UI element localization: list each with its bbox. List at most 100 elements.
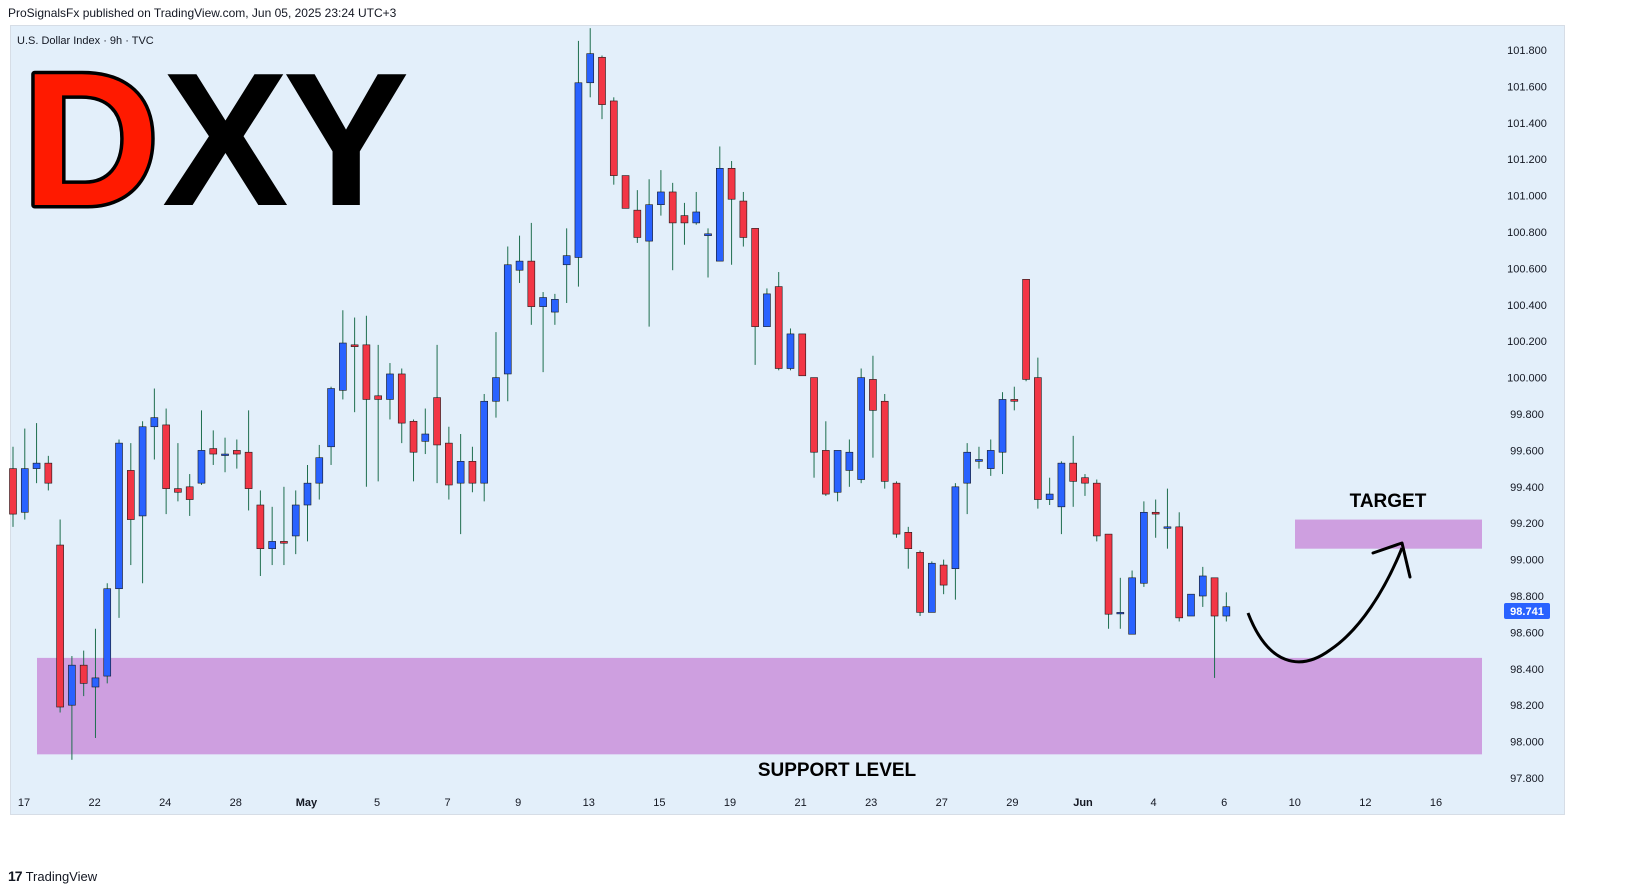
x-tick-label: 21 — [794, 797, 806, 809]
candle — [539, 292, 547, 373]
candle — [562, 228, 571, 303]
projection-arrow-head — [1371, 541, 1412, 579]
support-zone — [37, 657, 1482, 755]
candle — [1151, 499, 1160, 538]
candle — [833, 450, 842, 502]
candle — [727, 161, 736, 265]
y-tick-label: 98.600 — [1510, 627, 1544, 639]
candle — [1022, 279, 1030, 382]
candle — [291, 490, 300, 555]
x-tick-label: 12 — [1359, 797, 1371, 809]
y-tick-label: 100.200 — [1507, 336, 1547, 348]
candle — [798, 333, 807, 377]
candle — [916, 550, 924, 617]
y-tick-label: 100.600 — [1507, 263, 1547, 275]
candle — [774, 272, 783, 371]
publisher-line: ProSignalsFx published on TradingView.co… — [8, 6, 397, 20]
candle — [268, 506, 276, 566]
candle — [56, 519, 64, 713]
candle — [44, 455, 53, 491]
x-tick-label: 17 — [18, 797, 30, 809]
candle — [857, 368, 865, 484]
candle — [303, 464, 312, 542]
candle — [91, 628, 100, 738]
candle — [527, 222, 536, 325]
candle — [1128, 570, 1136, 635]
y-tick-label: 100.400 — [1507, 300, 1547, 312]
candle — [928, 561, 936, 613]
candle — [939, 559, 948, 595]
y-tick-label: 99.800 — [1510, 409, 1544, 421]
candle — [998, 392, 1007, 475]
candle — [1222, 592, 1231, 622]
target-label: TARGET — [1350, 491, 1427, 512]
y-tick-label: 99.400 — [1510, 482, 1544, 494]
candle — [1057, 461, 1066, 535]
y-tick-label: 101.600 — [1507, 81, 1547, 93]
candle — [704, 228, 712, 278]
candle — [492, 332, 500, 418]
candle — [645, 179, 653, 327]
candle — [1187, 593, 1195, 617]
candle — [1010, 386, 1019, 411]
candle — [32, 423, 41, 484]
candle — [715, 146, 724, 262]
candle — [315, 444, 324, 500]
logo-letter-d: D — [22, 34, 159, 246]
candle — [421, 408, 430, 455]
candle — [880, 393, 889, 489]
y-tick-label: 98.400 — [1510, 664, 1544, 676]
candle — [892, 481, 901, 538]
projection-arrow — [1246, 547, 1404, 664]
candle — [138, 421, 147, 584]
candle — [103, 583, 112, 684]
y-tick-label: 99.600 — [1510, 445, 1544, 457]
candle — [115, 439, 123, 618]
candle — [586, 28, 595, 98]
x-tick-label: 29 — [1006, 797, 1018, 809]
candle — [79, 650, 88, 697]
candle — [869, 355, 877, 458]
candle — [209, 430, 218, 465]
tradingview-brand-label: TradingView — [25, 868, 98, 884]
y-tick-label: 98.000 — [1510, 737, 1544, 749]
candle — [680, 202, 689, 245]
candle — [68, 656, 76, 760]
symbol-title: U.S. Dollar Index · 9h · TVC — [17, 35, 154, 47]
candle — [551, 293, 559, 325]
candle — [327, 386, 335, 465]
y-tick-label: 100.000 — [1507, 373, 1547, 385]
candle — [1034, 357, 1042, 509]
candle — [963, 443, 971, 515]
tradingview-brand[interactable]: 17 TradingView — [8, 868, 97, 884]
x-tick-label: 15 — [653, 797, 665, 809]
logo-letters-xy: XY — [162, 34, 407, 246]
candle — [692, 191, 701, 225]
candle — [503, 246, 512, 402]
x-tick-label: 24 — [159, 797, 171, 809]
candle — [221, 437, 229, 473]
y-tick-label: 99.200 — [1510, 518, 1544, 530]
candle — [763, 288, 771, 327]
candle — [1116, 577, 1125, 629]
candle — [480, 393, 489, 502]
candle — [9, 446, 17, 527]
candle — [362, 315, 371, 487]
candle — [197, 410, 206, 485]
candle — [174, 443, 182, 502]
candle — [397, 368, 406, 444]
candle — [633, 190, 642, 243]
x-tick-label: 27 — [936, 797, 948, 809]
candle — [986, 439, 995, 476]
candle — [1045, 477, 1054, 505]
candle — [433, 344, 441, 484]
x-tick-label: 6 — [1221, 797, 1227, 809]
candle — [1069, 435, 1077, 507]
candle — [621, 175, 630, 209]
y-tick-label: 99.000 — [1510, 555, 1544, 567]
last-price-tag: 98.741 — [1504, 603, 1550, 619]
candle — [280, 486, 288, 566]
y-tick-label: 101.800 — [1507, 45, 1547, 57]
candle — [951, 483, 960, 600]
